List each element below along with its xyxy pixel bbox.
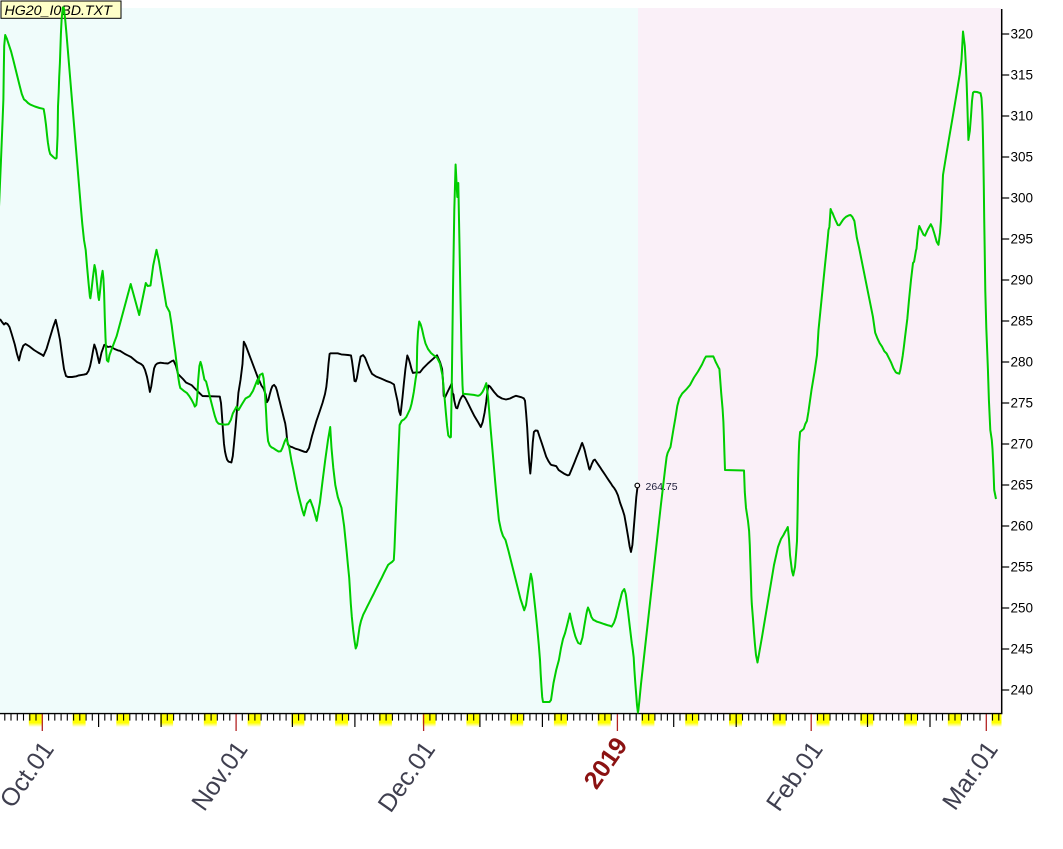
svg-text:290: 290 (1011, 273, 1034, 288)
svg-text:320: 320 (1011, 27, 1034, 42)
svg-text:295: 295 (1011, 232, 1034, 247)
svg-text:255: 255 (1011, 560, 1034, 575)
svg-text:305: 305 (1011, 150, 1034, 165)
svg-text:240: 240 (1011, 683, 1034, 698)
svg-text:300: 300 (1011, 191, 1034, 206)
svg-text:264.75: 264.75 (646, 481, 678, 493)
svg-text:315: 315 (1011, 68, 1034, 83)
svg-text:310: 310 (1011, 109, 1034, 124)
svg-text:245: 245 (1011, 642, 1034, 657)
svg-text:270: 270 (1011, 437, 1034, 452)
svg-text:280: 280 (1011, 355, 1034, 370)
svg-text:260: 260 (1011, 519, 1034, 534)
svg-text:275: 275 (1011, 396, 1034, 411)
svg-text:285: 285 (1011, 314, 1034, 329)
svg-text:HG20_I0BD.TXT: HG20_I0BD.TXT (5, 3, 114, 19)
svg-text:250: 250 (1011, 601, 1034, 616)
svg-text:265: 265 (1011, 478, 1034, 493)
